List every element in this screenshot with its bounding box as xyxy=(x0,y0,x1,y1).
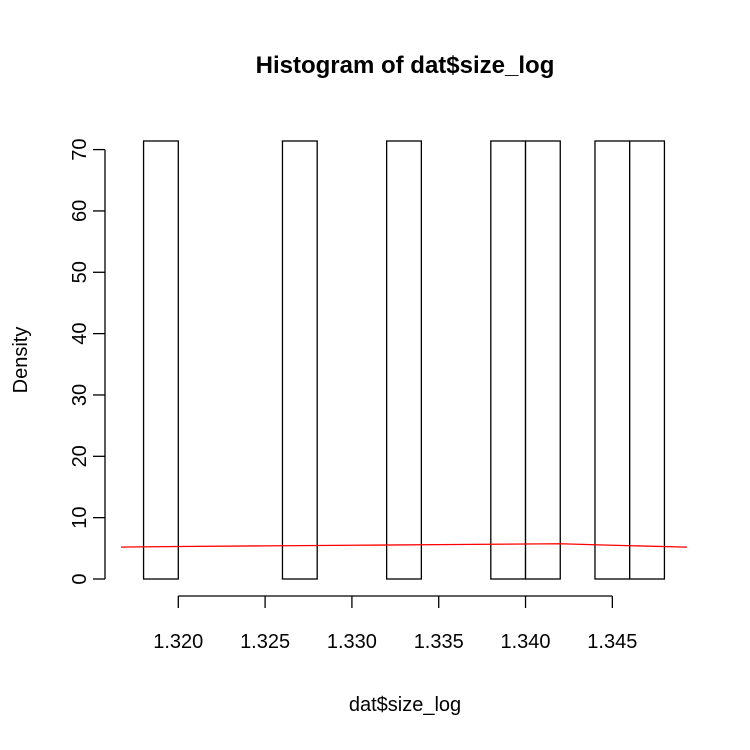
y-tick-label: 60 xyxy=(69,200,91,222)
y-tick-label: 50 xyxy=(69,261,91,283)
x-axis: 1.320 1.325 1.330 1.335 1.340 1.345 xyxy=(153,595,637,653)
x-axis-label: dat$size_log xyxy=(349,694,461,716)
chart-title: Histogram of dat$size_log xyxy=(256,52,555,79)
histogram-bar xyxy=(490,140,527,580)
histogram-bar xyxy=(385,140,423,580)
density-curve-group xyxy=(120,543,688,548)
histogram-bar xyxy=(281,140,318,580)
y-axis-label: Density xyxy=(10,327,32,394)
y-tick-label: 0 xyxy=(69,573,91,584)
histogram-bar xyxy=(142,140,179,580)
x-tick-label: 1.335 xyxy=(414,631,464,653)
x-tick-label: 1.320 xyxy=(153,631,203,653)
y-tick-label: 10 xyxy=(69,507,91,529)
density-curve-line xyxy=(120,543,688,548)
y-tick-label: 20 xyxy=(69,445,91,467)
y-tick-label: 30 xyxy=(69,384,91,406)
histogram-bar xyxy=(594,140,631,580)
y-tick-label: 70 xyxy=(69,138,91,160)
x-tick-label: 1.330 xyxy=(327,631,377,653)
x-tick-label: 1.345 xyxy=(587,631,637,653)
y-axis: 0 10 20 30 40 50 60 70 xyxy=(69,138,106,585)
x-tick-label: 1.325 xyxy=(240,631,290,653)
histogram-bar xyxy=(629,140,666,580)
histogram-bars xyxy=(142,140,666,580)
x-tick-label: 1.340 xyxy=(501,631,551,653)
y-tick-label: 40 xyxy=(69,322,91,344)
histogram-bar xyxy=(524,140,561,580)
